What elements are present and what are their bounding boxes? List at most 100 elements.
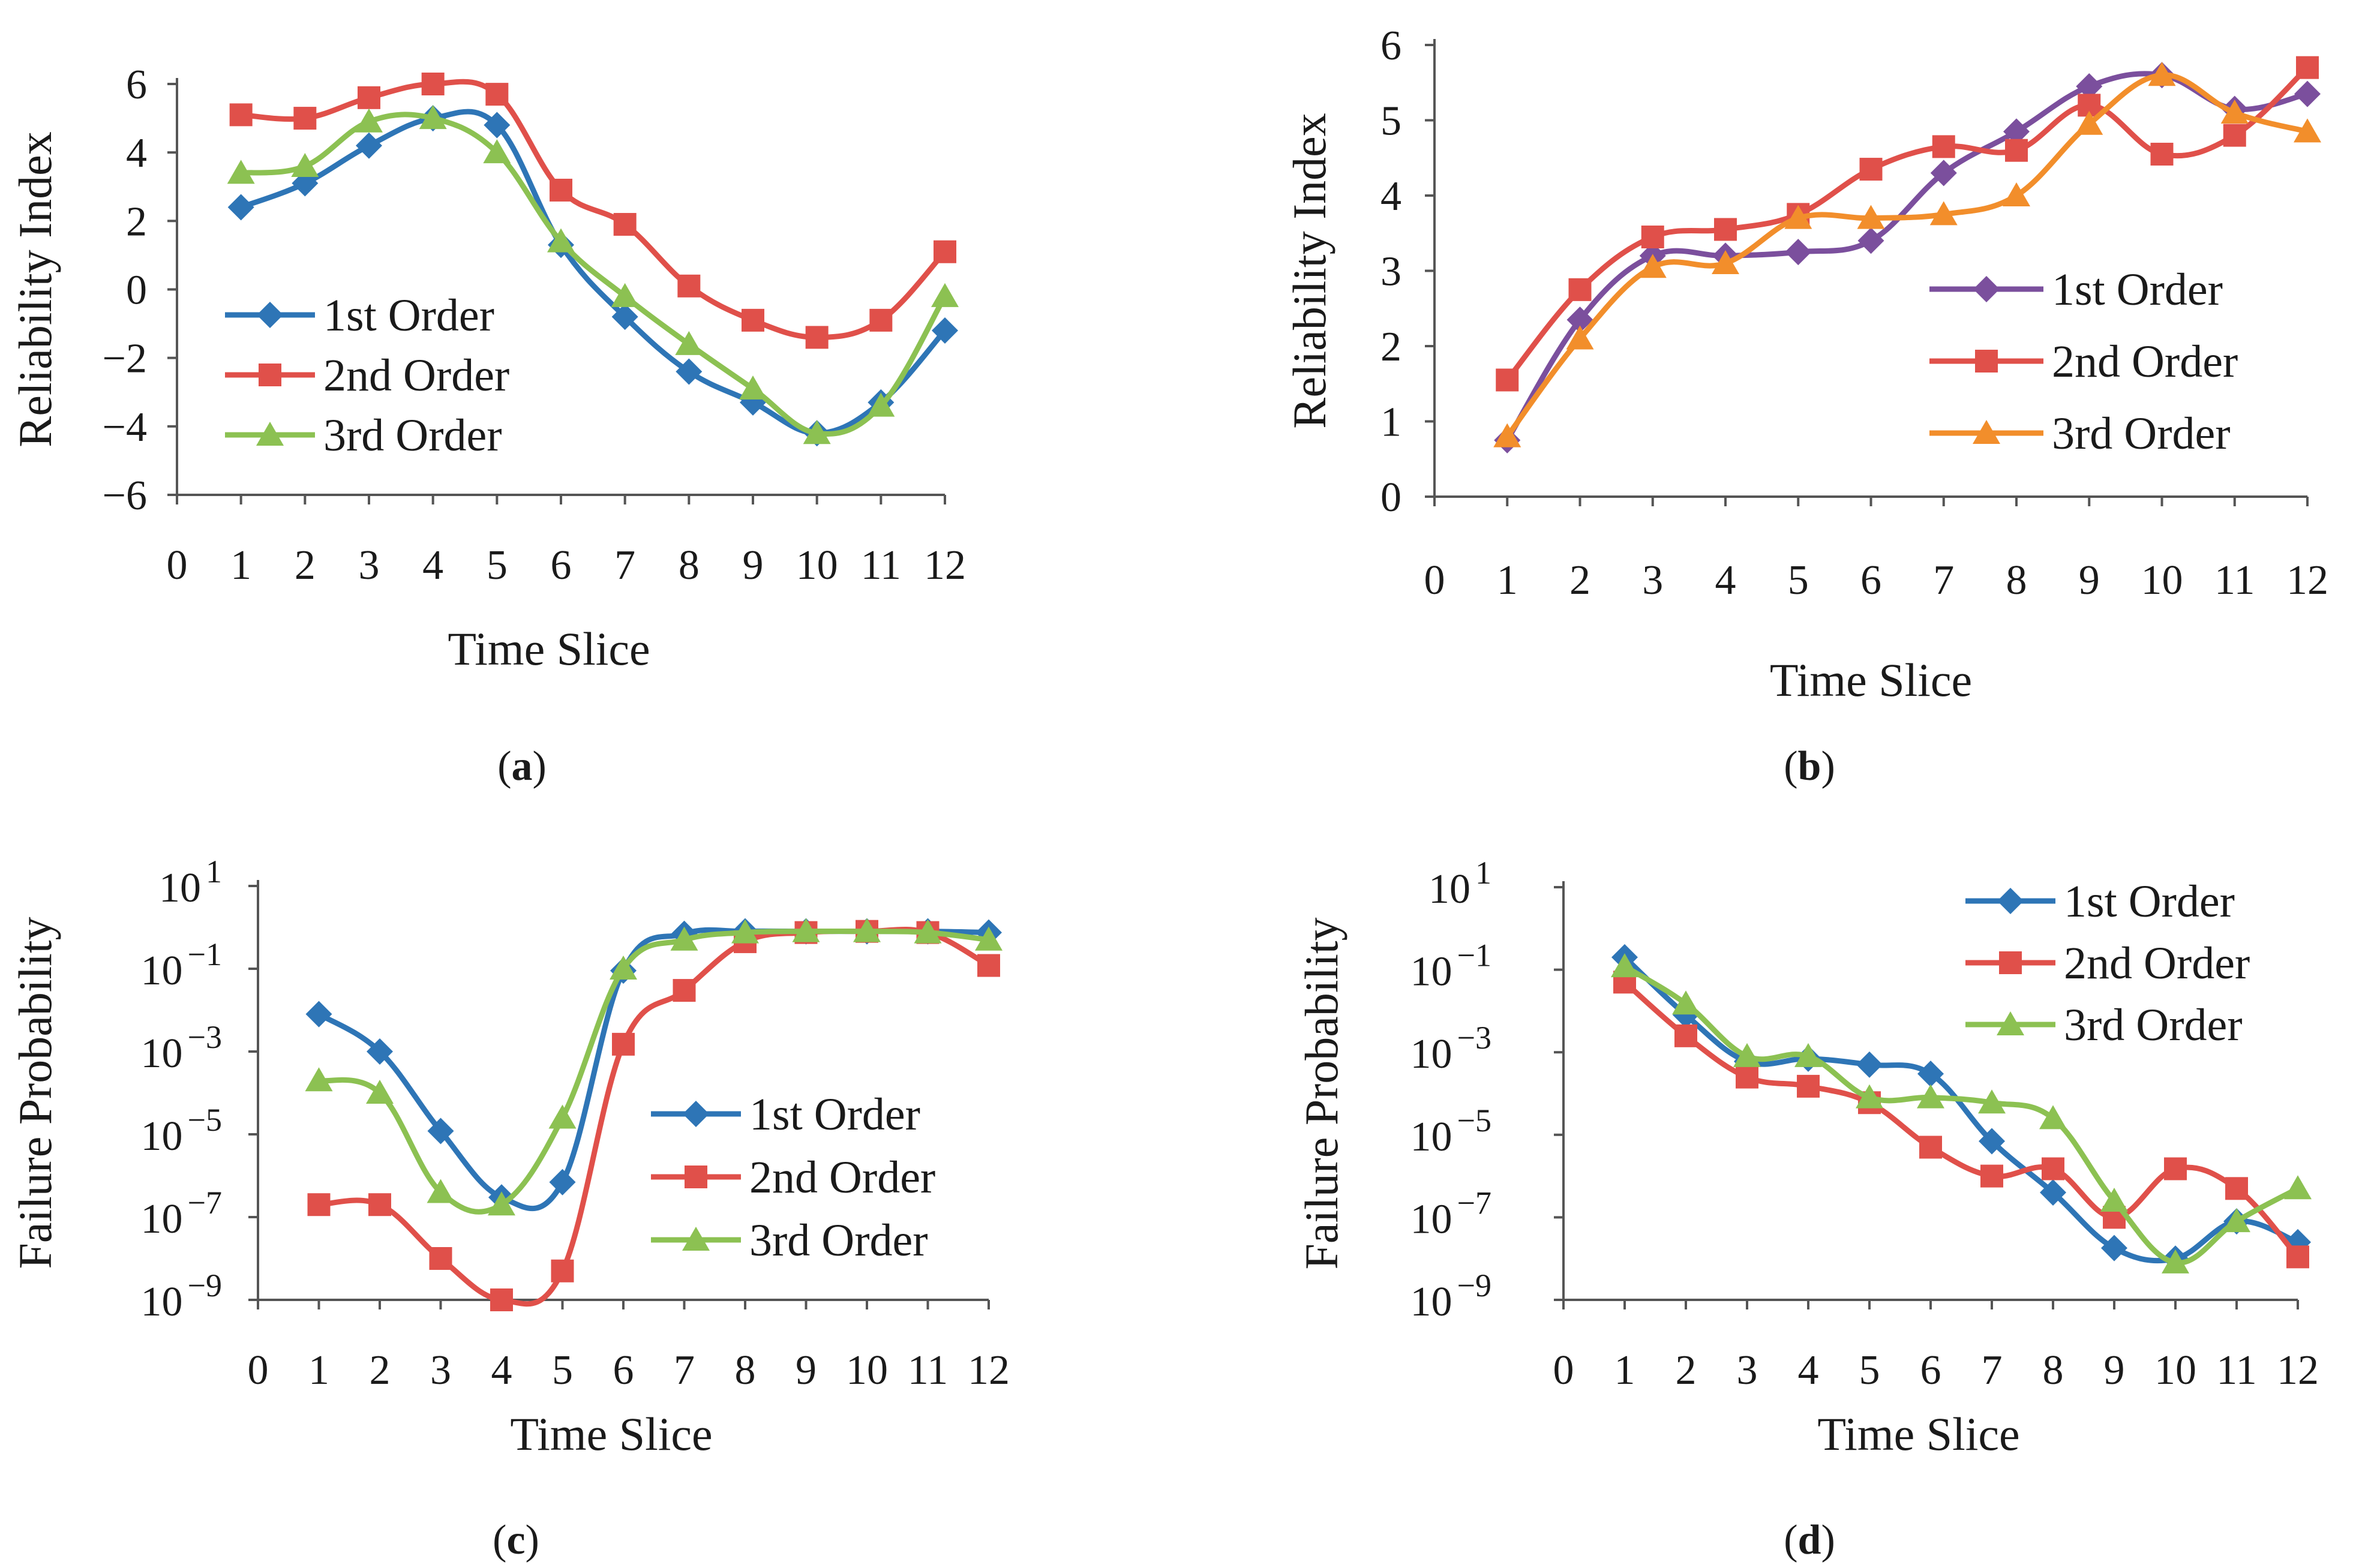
data-point — [975, 926, 1003, 951]
data-point — [2294, 80, 2321, 107]
caption-paren: ) — [526, 1517, 539, 1563]
data-point — [1859, 158, 1883, 181]
data-point — [977, 954, 1000, 977]
y-tick-exponent: −5 — [1457, 1103, 1491, 1139]
data-point — [2003, 182, 2030, 206]
data-point — [421, 73, 445, 95]
data-point — [2076, 73, 2103, 100]
legend-marker — [1975, 350, 1998, 373]
series-line — [1505, 65, 2310, 382]
y-tick-label: 10 −3 — [1410, 1020, 1491, 1077]
y-tick-label: 6 — [126, 62, 147, 108]
axes: 10 −910 −710 −510 −310 −110 10 1 2 3 4 5 6 7 8 9 10 11 12 — [1410, 855, 2319, 1393]
legend-label: 2nd Order — [323, 350, 509, 401]
x-tick-label: 0 — [167, 542, 188, 588]
data-point — [490, 1288, 513, 1311]
data-point — [1674, 1024, 1697, 1047]
x-tick-label: 6 — [1920, 1347, 1941, 1393]
data-point — [1794, 1043, 1822, 1067]
y-tick-label: 0 — [126, 268, 147, 314]
data-point — [869, 308, 893, 332]
x-tick-label: 4 — [1715, 557, 1736, 603]
series-1 — [1611, 944, 2311, 1272]
y-tick-exponent: −3 — [1457, 1020, 1491, 1056]
x-tick-label: 12 — [968, 1347, 1010, 1393]
data-point — [739, 376, 767, 400]
data-point — [1785, 239, 1812, 266]
panel-caption: (a) — [497, 743, 547, 789]
data-point — [1980, 1164, 2003, 1188]
x-tick-label: 4 — [422, 542, 443, 588]
data-point — [2223, 124, 2246, 147]
data-point — [1856, 1051, 1883, 1078]
data-point — [293, 107, 317, 130]
data-point — [1797, 1074, 1820, 1098]
data-point — [2223, 1208, 2250, 1233]
y-tick-exponent: −1 — [1457, 938, 1491, 974]
x-tick-label: 12 — [2277, 1347, 2319, 1393]
y-axis-title: Failure Probability — [9, 917, 61, 1269]
data-point — [2296, 56, 2319, 79]
data-point — [1733, 1043, 1761, 1067]
y-axis-title: Reliability Index — [1283, 113, 1335, 428]
data-point — [2100, 1188, 2128, 1212]
chart-panel-c: 10 −9 10 −7 10 −5 10 −3 10 −1 10 1 0 1 2 3 4 5 6 7 8 9 10 11 12 T… — [0, 784, 1180, 1568]
data-point — [227, 160, 255, 184]
x-tick-label: 10 — [2154, 1347, 2196, 1393]
data-point — [792, 918, 820, 942]
legend-label: 3rd Order — [2052, 408, 2231, 459]
data-point — [1638, 254, 1667, 278]
data-point — [483, 139, 511, 164]
data-point — [914, 919, 942, 944]
data-point — [1568, 278, 1592, 301]
y-tick-exponent: −9 — [1457, 1267, 1491, 1303]
data-point — [1736, 1065, 1758, 1089]
y-tick-exponent: 1 — [206, 854, 222, 890]
data-point — [307, 1193, 331, 1216]
data-point — [358, 86, 380, 109]
x-tick-label: 11 — [861, 542, 901, 588]
legend-marker — [1999, 951, 2022, 974]
y-tick-label: 10 −7 — [1410, 1185, 1491, 1242]
data-point — [549, 1169, 576, 1195]
x-tick-label: 4 — [491, 1347, 512, 1393]
data-point — [367, 1038, 393, 1065]
x-tick-label: 4 — [1798, 1347, 1819, 1393]
y-tick-label: 10 −7 — [141, 1185, 222, 1242]
data-point — [305, 1001, 332, 1028]
x-tick-label: 10 — [2141, 557, 2183, 603]
caption-letter: c — [506, 1517, 525, 1563]
x-tick-label: 6 — [551, 542, 572, 588]
data-point — [613, 213, 637, 236]
x-tick-label: 3 — [1642, 557, 1663, 603]
data-point — [1857, 227, 1884, 254]
y-tick-base: 10 — [141, 1196, 183, 1242]
x-tick-label: 5 — [552, 1347, 573, 1393]
x-tick-label: 0 — [1553, 1347, 1574, 1393]
x-tick-label: 5 — [1859, 1347, 1880, 1393]
data-point — [2285, 1228, 2311, 1255]
series-2 — [1613, 971, 2309, 1269]
legend-label: 2nd Order — [2064, 938, 2250, 989]
series-3 — [227, 105, 959, 444]
y-tick-label: 1 — [1380, 399, 1401, 446]
data-point — [548, 1104, 577, 1129]
data-point — [853, 918, 881, 942]
data-point — [229, 103, 253, 127]
y-tick-exponent: −7 — [188, 1185, 222, 1221]
data-point — [1932, 135, 1955, 158]
data-point — [2042, 1157, 2064, 1180]
legend-marker — [1997, 888, 2024, 914]
data-point — [1917, 1061, 1944, 1088]
y-tick-base: 10 — [1410, 949, 1452, 995]
data-point — [1917, 1084, 1944, 1109]
axes: 10 −910 −710 −510 −310 −110 10 1 2 3 4 5 6 7 8 9 10 11 12 — [141, 854, 1010, 1393]
x-tick-label: 1 — [1614, 1347, 1635, 1393]
y-tick-label: 10 −5 — [1410, 1103, 1491, 1160]
data-point — [1712, 250, 1739, 274]
caption-paren: ( — [1784, 1517, 1797, 1563]
data-point — [2003, 118, 2030, 145]
data-point — [677, 274, 701, 298]
series-3 — [305, 918, 1003, 1216]
